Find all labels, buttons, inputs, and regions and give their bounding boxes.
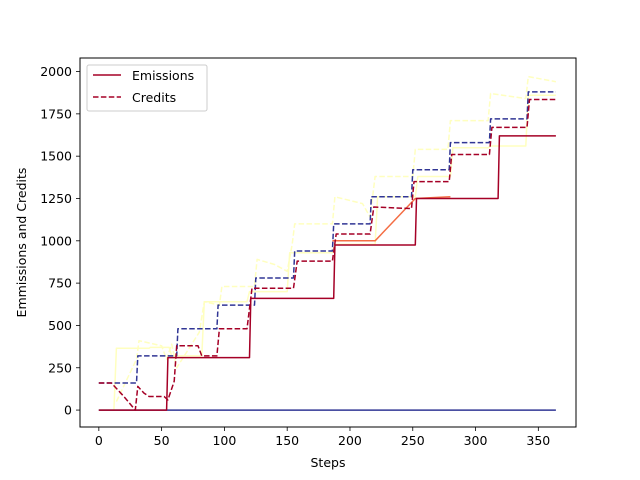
y-tick-label: 750 bbox=[48, 276, 72, 291]
legend: Emissions Credits bbox=[86, 64, 208, 112]
y-tick-label: 1250 bbox=[40, 191, 72, 206]
series-line-1 bbox=[98, 98, 556, 411]
series-line-5 bbox=[98, 94, 556, 411]
y-tick-label: 500 bbox=[48, 318, 72, 333]
plot-frame bbox=[79, 57, 577, 428]
legend-credits-label: Credits bbox=[132, 90, 176, 105]
x-axis-label: Steps bbox=[311, 455, 346, 470]
y-tick-label: 2000 bbox=[40, 64, 72, 79]
x-tick-label: 300 bbox=[464, 433, 488, 448]
series-line-2 bbox=[98, 91, 556, 384]
series-line-6 bbox=[115, 75, 557, 402]
y-tick-label: 1000 bbox=[40, 233, 72, 248]
series-line-4 bbox=[332, 196, 451, 242]
x-tick-label: 250 bbox=[401, 433, 425, 448]
series-line-0 bbox=[98, 135, 556, 411]
y-tick-label: 1750 bbox=[40, 106, 72, 121]
x-tick-label: 100 bbox=[212, 433, 236, 448]
x-tick-label: 150 bbox=[275, 433, 299, 448]
x-tick-label: 350 bbox=[526, 433, 550, 448]
legend-emissions-label: Emissions bbox=[132, 68, 194, 83]
y-tick-label: 1500 bbox=[40, 149, 72, 164]
legend-box bbox=[86, 64, 208, 112]
x-axis: 0 50 100 150 200 250 300 350 bbox=[95, 427, 550, 448]
y-tick-label: 0 bbox=[64, 403, 72, 418]
x-tick-label: 200 bbox=[338, 433, 362, 448]
y-axis: 0 250 500 750 1000 1250 1500 1750 2000 bbox=[40, 64, 80, 418]
plot-lines bbox=[98, 75, 557, 411]
y-axis-label: Emmissions and Credits bbox=[14, 168, 29, 318]
x-tick-label: 50 bbox=[154, 433, 170, 448]
x-tick-label: 0 bbox=[95, 433, 103, 448]
y-tick-label: 250 bbox=[48, 360, 72, 375]
